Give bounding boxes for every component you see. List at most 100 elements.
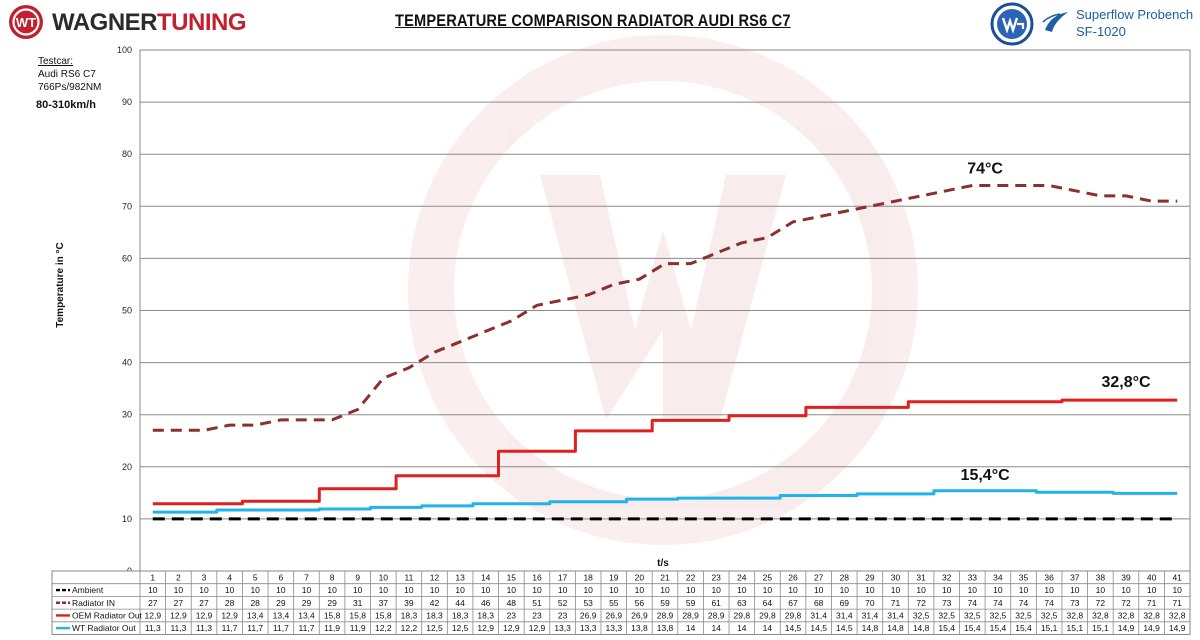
data-label-ambient: 10 xyxy=(942,585,952,595)
data-label-ambient: 10 xyxy=(865,585,875,595)
data-point-ambient xyxy=(1022,517,1025,520)
x-tick-label: 22 xyxy=(686,572,696,582)
data-label-oem-radiator-out: 32,5 xyxy=(964,611,981,621)
data-label-radiator-in: 59 xyxy=(686,598,696,608)
data-point-ambient xyxy=(407,517,410,520)
data-label-radiator-in: 53 xyxy=(583,598,593,608)
data-label-wt-radiator-out: 13,3 xyxy=(554,623,571,633)
x-tick-label: 16 xyxy=(532,572,542,582)
data-point-oem-radiator-out xyxy=(1022,400,1025,403)
data-label-oem-radiator-out: 32,8 xyxy=(1169,611,1186,621)
data-point-wt-radiator-out xyxy=(202,510,205,513)
wt-circle-logo-icon: WT xyxy=(9,5,43,39)
data-label-ambient: 10 xyxy=(1019,585,1029,595)
data-label-ambient: 10 xyxy=(1096,585,1106,595)
data-point-wt-radiator-out xyxy=(740,497,743,500)
data-label-wt-radiator-out: 13,8 xyxy=(631,623,648,633)
data-point-wt-radiator-out xyxy=(689,497,692,500)
end-value-label: 15,4°C xyxy=(961,467,1011,484)
data-label-radiator-in: 72 xyxy=(916,598,926,608)
data-point-radiator-in xyxy=(663,262,666,265)
data-point-oem-radiator-out xyxy=(868,406,871,409)
data-label-oem-radiator-out: 32,8 xyxy=(1143,611,1160,621)
x-tick-label: 36 xyxy=(1044,572,1054,582)
data-label-wt-radiator-out: 15,1 xyxy=(1092,623,1109,633)
data-point-wt-radiator-out xyxy=(254,508,257,511)
data-label-oem-radiator-out: 18,3 xyxy=(426,611,443,621)
series-line-wt-radiator-out xyxy=(152,489,1178,514)
data-label-wt-radiator-out: 14,8 xyxy=(913,623,930,633)
testcar-model: Audi RS6 C7 xyxy=(38,69,96,80)
data-point-ambient xyxy=(254,517,257,520)
brand-name-part1: WAGNER xyxy=(52,9,158,36)
data-point-oem-radiator-out xyxy=(843,406,846,409)
data-label-oem-radiator-out: 13,4 xyxy=(298,611,315,621)
data-label-wt-radiator-out: 11,7 xyxy=(247,623,263,633)
data-label-radiator-in: 63 xyxy=(737,598,747,608)
data-label-radiator-in: 55 xyxy=(609,598,619,608)
watermark-logo-icon xyxy=(408,35,918,545)
x-tick-label: 18 xyxy=(583,572,593,582)
data-point-ambient xyxy=(433,517,436,520)
data-label-radiator-in: 68 xyxy=(814,598,824,608)
table-border xyxy=(51,570,1191,635)
data-point-wt-radiator-out xyxy=(305,508,308,511)
data-label-ambient: 10 xyxy=(840,585,850,595)
end-value-label: 74°C xyxy=(967,161,1003,178)
data-label-radiator-in: 37 xyxy=(379,598,389,608)
data-label-radiator-in: 69 xyxy=(840,598,850,608)
data-label-radiator-in: 39 xyxy=(404,598,414,608)
data-point-oem-radiator-out xyxy=(510,450,513,453)
data-point-wt-radiator-out xyxy=(177,510,180,513)
data-point-radiator-in xyxy=(817,215,820,218)
data-point-ambient xyxy=(612,517,615,520)
data-point-wt-radiator-out xyxy=(766,497,769,500)
data-point-oem-radiator-out xyxy=(920,400,923,403)
data-label-radiator-in: 71 xyxy=(1147,598,1157,608)
data-label-wt-radiator-out: 15,4 xyxy=(990,623,1007,633)
x-tick-label: 41 xyxy=(1172,572,1182,582)
y-tick-label: 70 xyxy=(122,201,132,211)
data-label-wt-radiator-out: 11,9 xyxy=(324,623,340,633)
data-label-ambient: 10 xyxy=(1121,585,1131,595)
data-point-wt-radiator-out xyxy=(1150,492,1153,495)
data-point-wt-radiator-out xyxy=(1176,492,1179,495)
legend-label-ambient: Ambient xyxy=(72,585,104,595)
data-label-oem-radiator-out: 12,9 xyxy=(196,611,213,621)
data-label-ambient: 10 xyxy=(507,585,517,595)
data-point-oem-radiator-out xyxy=(535,450,538,453)
data-label-wt-radiator-out: 12,9 xyxy=(477,623,494,633)
data-label-ambient: 10 xyxy=(353,585,363,595)
data-point-radiator-in xyxy=(407,366,410,369)
data-point-radiator-in xyxy=(228,424,231,427)
y-tick-label: 100 xyxy=(117,45,132,55)
data-label-ambient: 10 xyxy=(814,585,824,595)
data-label-radiator-in: 27 xyxy=(148,598,158,608)
data-point-ambient xyxy=(1073,517,1076,520)
data-label-radiator-in: 73 xyxy=(942,598,952,608)
data-label-radiator-in: 52 xyxy=(558,598,568,608)
data-label-wt-radiator-out: 11,7 xyxy=(273,623,289,633)
data-label-radiator-in: 29 xyxy=(302,598,312,608)
data-point-radiator-in xyxy=(715,252,718,255)
data-label-wt-radiator-out: 12,2 xyxy=(401,623,418,633)
data-label-ambient: 10 xyxy=(635,585,645,595)
data-point-wt-radiator-out xyxy=(920,492,923,495)
data-label-ambient: 10 xyxy=(455,585,465,595)
data-point-ambient xyxy=(484,517,487,520)
data-point-oem-radiator-out xyxy=(1176,399,1179,402)
data-point-radiator-in xyxy=(279,418,282,421)
data-label-wt-radiator-out: 12,2 xyxy=(375,623,392,633)
data-label-ambient: 10 xyxy=(993,585,1003,595)
data-label-oem-radiator-out: 26,9 xyxy=(631,611,648,621)
grid xyxy=(139,49,1191,572)
data-label-wt-radiator-out: 14 xyxy=(737,623,747,633)
x-tick-label: 12 xyxy=(430,572,440,582)
y-tick-label: 30 xyxy=(122,410,132,420)
data-point-oem-radiator-out xyxy=(894,406,897,409)
data-label-wt-radiator-out: 14 xyxy=(711,623,721,633)
data-point-radiator-in xyxy=(305,418,308,421)
x-tick-label: 5 xyxy=(253,572,258,582)
data-label-ambient: 10 xyxy=(686,585,696,595)
series-line-radiator-in xyxy=(152,184,1178,432)
